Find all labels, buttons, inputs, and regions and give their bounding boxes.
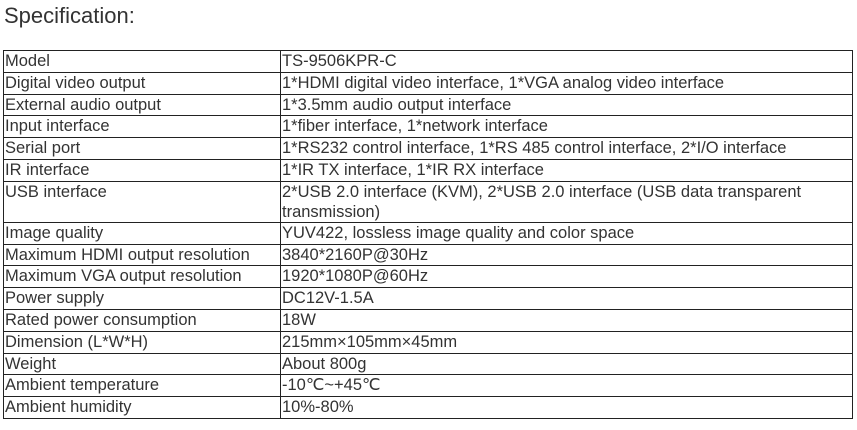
- table-row: Image quality YUV422, lossless image qual…: [3, 221, 853, 245]
- page-title: Specification:: [4, 3, 135, 28]
- table-row: IR interface 1*IR TX interface, 1*IR RX i…: [3, 158, 853, 182]
- spec-value: 1920*1080P@60Hz: [280, 265, 853, 289]
- table-row: Dimension (L*W*H) 215mm×105mm×45mm: [3, 330, 853, 354]
- table-row: Serial port 1*RS232 control interface, 1*…: [3, 137, 853, 160]
- table-row: Model TS-9506KPR-C: [3, 50, 853, 73]
- table-row: External audio output 1*3.5mm audio outpu…: [3, 93, 853, 117]
- spec-label: Maximum HDMI output resolution: [3, 243, 281, 267]
- spec-value: 215mm×105mm×45mm: [280, 330, 853, 354]
- spec-label: Power supply: [3, 287, 281, 310]
- table-row: Power supply DC12V-1.5A: [3, 287, 853, 310]
- table-row: Weight About 800g: [3, 352, 853, 376]
- spec-value: YUV422, lossless image quality and color…: [280, 221, 853, 245]
- spec-value: DC12V-1.5A: [280, 287, 853, 310]
- spec-label: External audio output: [3, 93, 281, 117]
- spec-label: Ambient humidity: [3, 396, 281, 419]
- spec-label: Weight: [3, 352, 281, 376]
- table-row: Input interface 1*fiber interface, 1*netw…: [3, 115, 853, 139]
- spec-value: 1*IR TX interface, 1*IR RX interface: [280, 158, 853, 182]
- spec-label: Dimension (L*W*H): [3, 330, 281, 354]
- spec-value: 1*fiber interface, 1*network interface: [280, 115, 853, 139]
- spec-label: Serial port: [3, 137, 281, 160]
- table-row: Maximum VGA output resolution 1920*1080P@…: [3, 265, 853, 289]
- spec-label: IR interface: [3, 158, 281, 182]
- spec-value: 1*HDMI digital video interface, 1*VGA an…: [280, 71, 853, 95]
- spec-value: TS-9506KPR-C: [280, 50, 853, 73]
- spec-label: Digital video output: [3, 71, 281, 95]
- spec-value: -10℃~+45℃: [280, 374, 853, 398]
- spec-value: 18W: [280, 308, 853, 332]
- spec-value: About 800g: [280, 352, 853, 376]
- spec-label: Rated power consumption: [3, 308, 281, 332]
- spec-label: Image quality: [3, 221, 281, 245]
- spec-label: Model: [3, 50, 281, 73]
- spec-label: Maximum VGA output resolution: [3, 265, 281, 289]
- spec-value: 3840*2160P@30Hz: [280, 243, 853, 267]
- spec-value: 1*3.5mm audio output interface: [280, 93, 853, 117]
- table-row: Digital video output 1*HDMI digital video…: [3, 71, 853, 95]
- table-row: Ambient humidity 10%-80%: [3, 396, 853, 419]
- spec-value: 10%-80%: [280, 396, 853, 419]
- spec-value: 1*RS232 control interface, 1*RS 485 cont…: [280, 137, 853, 160]
- spec-label: Ambient temperature: [3, 374, 281, 398]
- spec-label: USB interface: [3, 180, 281, 223]
- spec-value: 2*USB 2.0 interface (KVM), 2*USB 2.0 int…: [280, 180, 853, 223]
- spec-table: Model TS-9506KPR-C Digital video output 1*H…: [3, 50, 853, 419]
- table-row: USB interface 2*USB 2.0 interface (KVM), …: [3, 180, 853, 223]
- table-row: Ambient temperature -10℃~+45℃: [3, 374, 853, 398]
- table-row: Rated power consumption 18W: [3, 308, 853, 332]
- spec-label: Input interface: [3, 115, 281, 139]
- table-row: Maximum HDMI output resolution 3840*2160P…: [3, 243, 853, 267]
